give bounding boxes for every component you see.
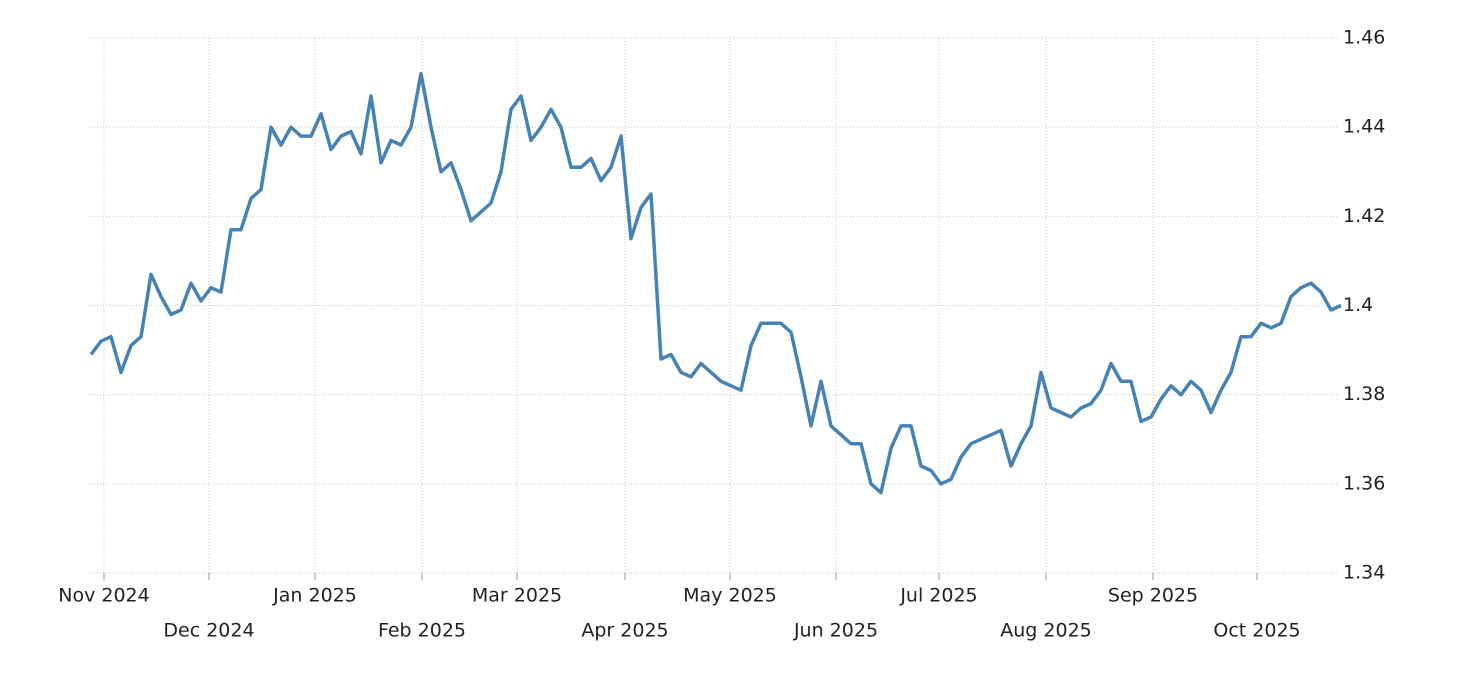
x-tick-label: Dec 2024 (163, 620, 254, 642)
x-tick-label: Nov 2024 (58, 585, 149, 607)
x-tick-label: Jul 2025 (899, 585, 977, 607)
x-tick-label: May 2025 (683, 585, 777, 607)
x-tick-label: Jan 2025 (272, 585, 357, 607)
y-tick-label: 1.36 (1343, 472, 1385, 494)
y-tick-label: 1.46 (1343, 27, 1385, 49)
x-tick-label: Mar 2025 (472, 585, 562, 607)
x-tick-label: Oct 2025 (1213, 620, 1300, 642)
y-tick-label: 1.38 (1343, 383, 1385, 405)
line (89, 71, 1342, 495)
y-tick-label: 1.34 (1343, 562, 1385, 584)
y-tick-label: 1.4 (1343, 294, 1373, 316)
x-tick-label: Aug 2025 (1000, 620, 1092, 642)
x-tick-label: Jun 2025 (793, 620, 878, 642)
x-tick-label: Feb 2025 (378, 620, 466, 642)
y-tick-label: 1.44 (1343, 116, 1385, 138)
x-tick-label: Sep 2025 (1108, 585, 1198, 607)
y-tick-label: 1.42 (1343, 205, 1385, 227)
x-tick-label: Apr 2025 (581, 620, 668, 642)
